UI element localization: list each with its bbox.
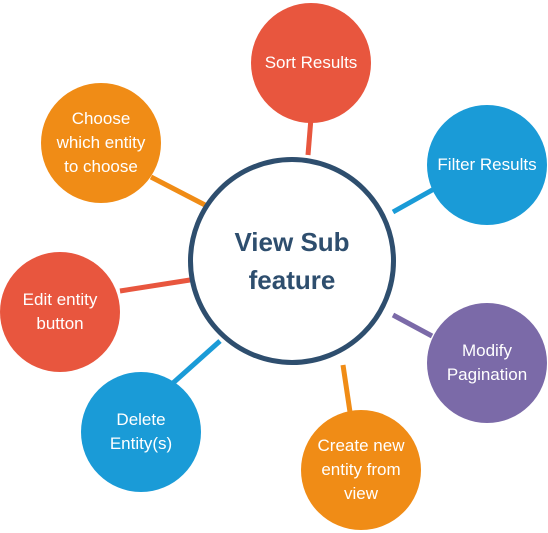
node-choose-entity-label: Choose which entity to choose bbox=[56, 109, 146, 176]
node-delete-entities-label: Delete Entity(s) bbox=[109, 410, 173, 453]
node-choose-entity: Choose which entity to choose bbox=[41, 83, 161, 203]
node-modify-pagination-label: Modify Pagination bbox=[446, 341, 528, 384]
node-create-new-entity: Create new entity from view bbox=[301, 410, 421, 530]
connector-sort-results bbox=[305, 117, 314, 156]
connector-delete-entities bbox=[171, 339, 222, 385]
node-modify-pagination: Modify Pagination bbox=[427, 303, 547, 423]
node-create-new-entity-label: Create new entity from view bbox=[317, 436, 405, 503]
node-filter-results-label: Filter Results bbox=[437, 155, 537, 174]
node-sort-results-label: Sort Results bbox=[264, 53, 358, 72]
node-edit-entity-button: Edit entity button bbox=[0, 252, 120, 372]
node-delete-entities: Delete Entity(s) bbox=[81, 372, 201, 492]
connector-modify-pagination bbox=[391, 312, 434, 339]
node-edit-entity-button-label: Edit entity button bbox=[22, 290, 98, 333]
connector-edit-entity-button bbox=[119, 277, 191, 294]
connector-choose-entity bbox=[149, 174, 207, 208]
connector-filter-results bbox=[391, 186, 436, 215]
connector-create-new-entity bbox=[340, 364, 353, 413]
center-node-label: View Sub feature bbox=[234, 227, 350, 295]
node-sort-results: Sort Results bbox=[251, 3, 371, 123]
node-filter-results: Filter Results bbox=[427, 105, 547, 225]
center-node: View Sub feature bbox=[188, 157, 396, 365]
